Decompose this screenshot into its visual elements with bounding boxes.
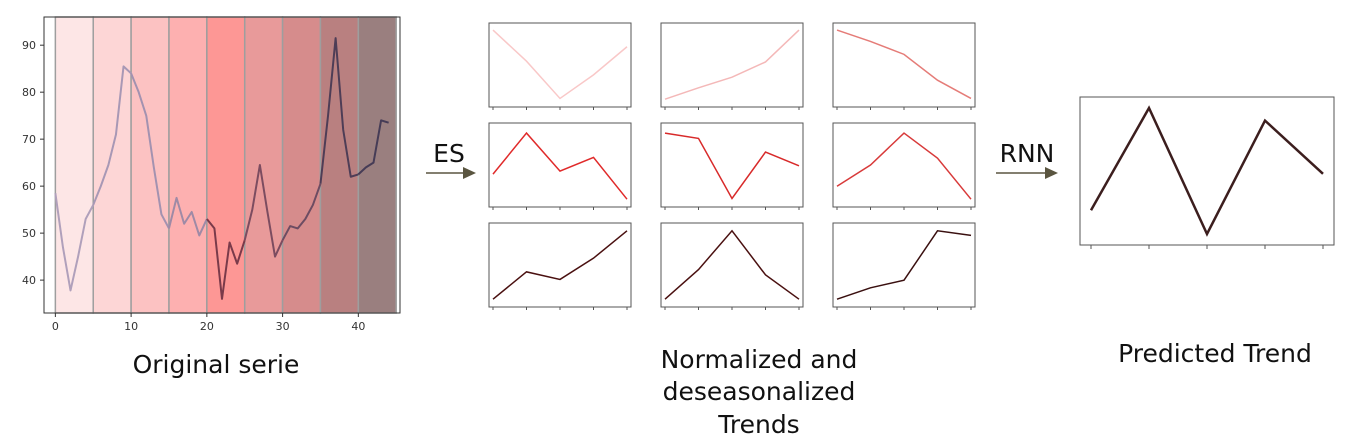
series-segment-line xyxy=(319,37,359,184)
caption-predicted: Predicted Trend xyxy=(1118,339,1312,368)
segment-band xyxy=(319,16,360,314)
mini-frame xyxy=(660,222,804,308)
rnn-arrowhead xyxy=(1045,167,1058,179)
es-arrowhead xyxy=(463,167,476,179)
mini-trend-line xyxy=(836,229,972,300)
mini-frame xyxy=(488,122,632,208)
series-segment-line xyxy=(168,196,208,237)
series-segment-line xyxy=(54,193,95,292)
y-tick-label: 40 xyxy=(22,274,36,287)
y-tick-label: 70 xyxy=(22,133,36,146)
pred-frame xyxy=(1079,96,1335,246)
mini-frame xyxy=(488,222,632,308)
x-axis-ticks: 0 10 20 30 40 xyxy=(52,313,365,333)
mini-chart xyxy=(660,22,804,110)
segment-band xyxy=(168,16,208,314)
es-label: ES xyxy=(433,139,465,168)
mini-chart xyxy=(660,222,804,310)
segment-band xyxy=(243,16,284,314)
segment-band xyxy=(92,16,132,314)
mini-trend-line xyxy=(664,29,800,100)
x-tick-label: 0 xyxy=(52,320,59,333)
series-segment-line xyxy=(206,218,246,300)
plot-frame xyxy=(43,16,401,314)
mini-frame xyxy=(488,22,632,108)
mini-frame xyxy=(660,122,804,208)
y-tick-label: 60 xyxy=(22,180,36,193)
mini-chart xyxy=(832,122,976,210)
mini-frame xyxy=(832,122,976,208)
predicted-trend-chart xyxy=(1079,96,1335,249)
y-axis-ticks: 40 50 60 70 80 90 xyxy=(22,39,44,287)
series-segment-line xyxy=(92,65,132,206)
mini-trend-line xyxy=(664,132,800,200)
x-tick-label: 30 xyxy=(276,320,290,333)
x-tick-label: 40 xyxy=(351,320,365,333)
normalized-trends-grid xyxy=(488,22,976,310)
original-series-chart: 0 10 20 30 40 40 50 60 70 80 90 xyxy=(22,16,401,333)
caption-original: Original serie xyxy=(133,350,300,379)
series-lines xyxy=(54,37,389,300)
series-segment-line xyxy=(130,73,170,229)
y-tick-label: 90 xyxy=(22,39,36,52)
mini-trend-line xyxy=(492,131,628,200)
segment-band xyxy=(357,16,397,314)
mini-chart xyxy=(488,122,632,210)
mini-chart xyxy=(832,22,976,110)
mini-chart xyxy=(488,22,632,110)
mini-chart xyxy=(832,222,976,310)
y-tick-label: 50 xyxy=(22,227,36,240)
series-segment-line xyxy=(357,119,389,176)
rnn-arrow: RNN xyxy=(996,139,1058,179)
mini-trend-line xyxy=(492,29,628,100)
series-segment-line xyxy=(243,164,284,258)
y-tick-label: 80 xyxy=(22,86,36,99)
caption-normalized-1: Normalized and xyxy=(661,345,858,374)
mini-frame xyxy=(832,222,976,308)
mini-frame xyxy=(660,22,804,108)
predicted-trend-line xyxy=(1089,105,1324,237)
mini-chart xyxy=(660,122,804,210)
rnn-label: RNN xyxy=(1000,139,1055,168)
segment-band xyxy=(281,16,322,314)
mini-trend-line xyxy=(664,229,800,300)
segment-band xyxy=(130,16,170,314)
caption-normalized-3: Trends xyxy=(717,410,799,439)
x-tick-label: 10 xyxy=(124,320,138,333)
mini-chart xyxy=(488,222,632,310)
series-segment-line xyxy=(281,183,322,241)
es-arrow: ES xyxy=(426,139,476,179)
x-tick-label: 20 xyxy=(200,320,214,333)
segment-band xyxy=(54,16,94,314)
mini-trend-line xyxy=(492,230,628,300)
mini-trend-line xyxy=(836,132,972,200)
caption-normalized-2: deseasonalized xyxy=(663,377,856,406)
mini-trend-line xyxy=(836,29,972,100)
